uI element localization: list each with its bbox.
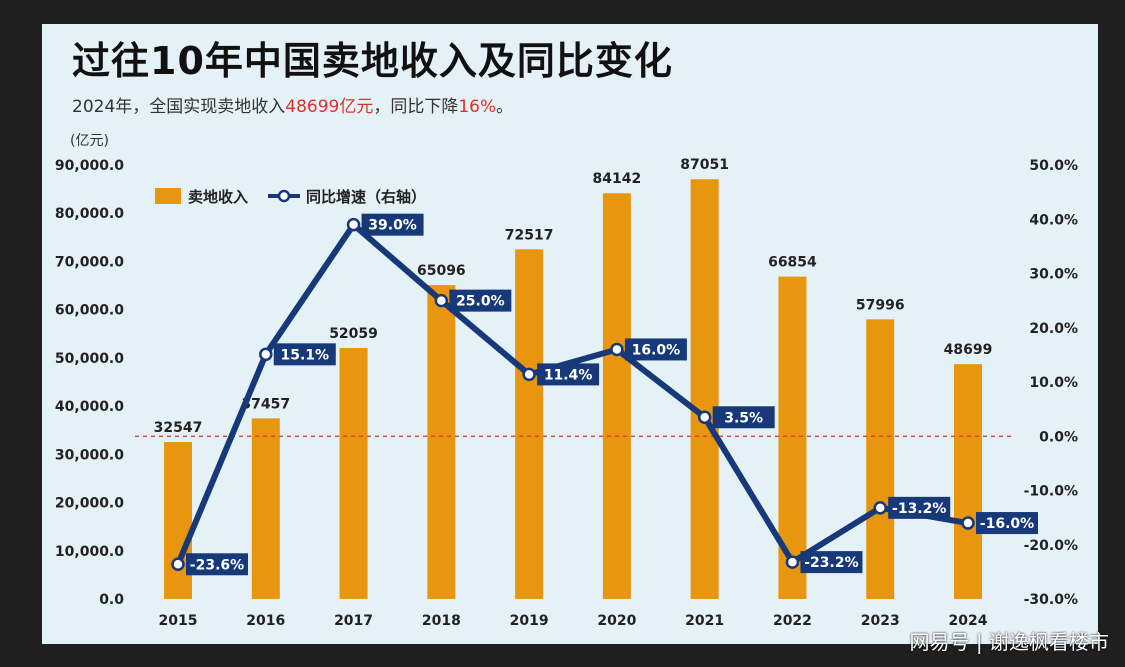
legend-line-label: 同比增速（右轴） xyxy=(306,188,426,206)
right-axis-tick-label: 40.0% xyxy=(1029,212,1078,228)
x-axis-tick-label: 2022 xyxy=(773,613,812,629)
left-axis-tick-label: 60,000.0 xyxy=(55,303,124,319)
legend-line-marker xyxy=(277,189,291,203)
x-axis-tick-label: 2021 xyxy=(685,613,724,629)
legend-bar-label: 卖地收入 xyxy=(188,188,248,206)
line-value-label: -13.2% xyxy=(892,501,946,517)
line-value-label: -23.6% xyxy=(190,557,244,573)
x-axis-tick-label: 2017 xyxy=(334,613,373,629)
subtitle-prefix: 2024年，全国实现卖地收入 xyxy=(72,97,286,117)
right-axis-tick-label: -30.0% xyxy=(1024,592,1078,608)
left-axis-tick-label: 20,000.0 xyxy=(55,496,124,512)
bar xyxy=(164,442,192,599)
line-value-label: 3.5% xyxy=(724,410,763,426)
bar-value-label: 84142 xyxy=(593,171,642,187)
right-axis-tick-label: -20.0% xyxy=(1024,538,1078,554)
bar xyxy=(954,364,982,599)
bar-value-label: 87051 xyxy=(680,157,729,173)
x-axis-tick-label: 2016 xyxy=(246,613,285,629)
right-axis-tick-label: 20.0% xyxy=(1029,321,1078,337)
line-label-box xyxy=(449,289,512,312)
line-point xyxy=(697,410,712,425)
left-axis-unit: (亿元) xyxy=(70,133,109,149)
subtitle-middle: ，同比下降 xyxy=(373,97,459,117)
bar-value-label: 66854 xyxy=(768,255,817,271)
right-axis-tick-label: 0.0% xyxy=(1039,429,1078,445)
x-axis-tick-label: 2019 xyxy=(510,613,549,629)
bar xyxy=(339,347,368,599)
line-label-box xyxy=(712,406,775,429)
left-axis-tick-label: 80,000.0 xyxy=(55,206,124,222)
right-axis-tick-label: -10.0% xyxy=(1024,484,1078,500)
line-value-label: -23.2% xyxy=(804,555,858,571)
right-axis-tick-label: 30.0% xyxy=(1029,267,1078,283)
subtitle-percent: 16% xyxy=(458,97,497,117)
left-axis-tick-label: 40,000.0 xyxy=(55,399,124,415)
line-point xyxy=(785,555,800,569)
x-axis-tick-label: 2015 xyxy=(159,613,198,629)
line-point xyxy=(259,347,273,362)
line-label-box xyxy=(888,496,951,519)
x-axis-tick-label: 2024 xyxy=(949,613,988,629)
line-value-label: 11.4% xyxy=(544,367,593,383)
line-label-box xyxy=(273,343,336,366)
left-axis-tick-label: 90,000.0 xyxy=(55,158,124,174)
line-label-box xyxy=(361,213,424,236)
right-axis-tick-label: 50.0% xyxy=(1029,158,1078,174)
bar-value-label: 32547 xyxy=(154,420,203,436)
bar xyxy=(866,319,895,599)
x-axis-tick-label: 2018 xyxy=(422,613,461,629)
left-axis-tick-label: 0.0 xyxy=(99,592,124,608)
bar-value-label: 65096 xyxy=(417,263,466,279)
bar-value-label: 37457 xyxy=(241,396,290,412)
left-axis-tick-label: 50,000.0 xyxy=(55,351,124,367)
subtitle-amount: 48699亿元 xyxy=(285,97,374,117)
line-point xyxy=(522,367,536,382)
line-value-label: -16.0% xyxy=(980,516,1034,532)
bar-value-label: 48699 xyxy=(944,342,993,358)
line-point xyxy=(961,516,975,530)
bar-value-label: 52059 xyxy=(329,326,378,342)
growth-line xyxy=(175,221,971,568)
bar xyxy=(690,179,719,599)
line-value-label: 39.0% xyxy=(368,218,417,234)
bar-value-label: 57996 xyxy=(856,297,905,313)
line-value-label: 15.1% xyxy=(280,347,329,363)
line-point xyxy=(434,293,449,308)
line-label-box xyxy=(800,551,863,574)
x-axis-tick-label: 2020 xyxy=(597,613,636,629)
subtitle-suffix: 。 xyxy=(496,97,514,117)
line-point xyxy=(346,217,361,232)
right-axis-tick-label: 10.0% xyxy=(1029,375,1078,391)
chart-subtitle: 2024年，全国实现卖地收入48699亿元，同比下降16%。 xyxy=(72,92,513,117)
left-axis-tick-label: 10,000.0 xyxy=(55,544,124,560)
bar-value-label: 72517 xyxy=(505,227,554,243)
line-value-label: 16.0% xyxy=(632,342,681,358)
legend-bar-swatch xyxy=(155,188,181,204)
watermark: 网易号 | 谢逸枫看楼市 xyxy=(909,630,1109,654)
bar xyxy=(251,418,280,599)
left-axis-tick-label: 30,000.0 xyxy=(55,447,124,463)
chart-card xyxy=(42,24,1098,644)
chart-title: 过往10年中国卖地收入及同比变化 xyxy=(72,39,673,83)
line-label-box xyxy=(624,338,687,361)
line-label-box xyxy=(537,363,600,386)
bar xyxy=(602,193,631,599)
left-axis-tick-label: 70,000.0 xyxy=(55,254,124,270)
line-point xyxy=(171,557,185,572)
line-label-box xyxy=(186,553,248,576)
line-value-label: 25.0% xyxy=(456,294,505,310)
line-point xyxy=(873,501,887,515)
x-axis-tick-label: 2023 xyxy=(861,613,900,629)
line-label-box xyxy=(976,512,1038,535)
line-point xyxy=(610,342,624,357)
bar xyxy=(515,249,544,599)
bar xyxy=(427,285,456,599)
